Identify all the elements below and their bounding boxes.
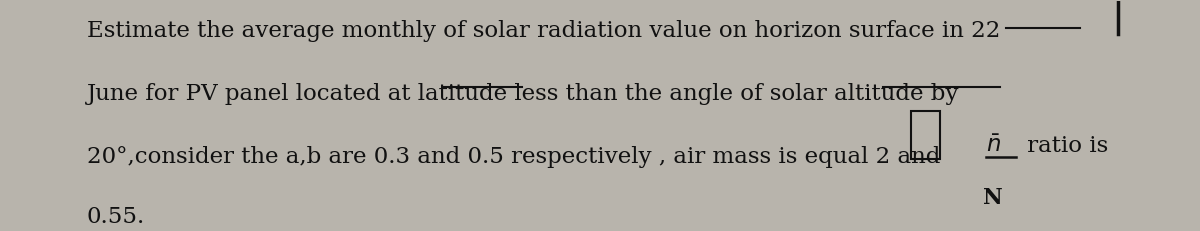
Text: ratio is: ratio is bbox=[1020, 135, 1109, 157]
Text: 0.55.: 0.55. bbox=[86, 206, 145, 228]
Text: 20°,consider the a,b are 0.3 and 0.5 respectively , air mass is equal 2 and: 20°,consider the a,b are 0.3 and 0.5 res… bbox=[86, 146, 940, 168]
Text: $\bar{n}$: $\bar{n}$ bbox=[986, 135, 1001, 157]
Text: Estimate the average monthly of solar radiation value on horizon surface in 22: Estimate the average monthly of solar ra… bbox=[86, 20, 1000, 42]
Text: June for PV panel located at latitude less than the angle of solar altitude by: June for PV panel located at latitude le… bbox=[86, 83, 959, 105]
Text: N: N bbox=[983, 187, 1002, 209]
